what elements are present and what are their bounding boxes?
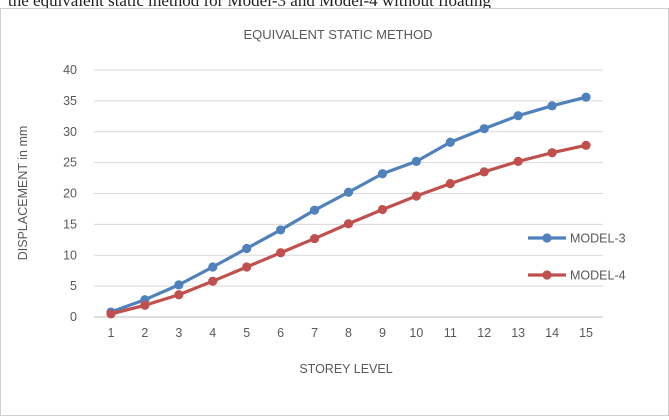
line-chart: EQUIVALENT STATIC METHOD 051015202530354… [16,27,626,376]
data-point-model-3 [445,137,455,147]
x-tick-label: 3 [175,326,182,340]
data-point-model-4 [242,262,252,272]
y-tick-label: 20 [63,187,77,201]
data-point-model-4 [411,191,421,201]
y-tick-label: 15 [63,217,77,231]
x-tick-label: 9 [379,326,386,340]
data-point-model-4 [581,140,591,150]
data-point-model-3 [581,92,591,102]
data-point-model-3 [547,101,557,111]
data-point-model-3 [479,124,489,134]
data-point-model-3 [377,169,388,179]
data-point-model-4 [309,233,320,244]
data-point-model-4 [547,148,557,158]
x-tick-labels: 1 2 3 4 5 6 7 8 9 10 11 12 13 14 15 [107,326,593,340]
data-point-model-3 [309,205,320,215]
gridlines [94,69,603,287]
legend-swatch-marker [542,270,552,280]
data-point-model-4 [174,290,184,300]
data-point-model-4 [513,156,523,166]
data-point-model-3 [513,111,523,121]
y-tick-label: 5 [70,279,77,293]
data-point-model-3 [411,156,421,166]
x-tick-label: 2 [141,326,148,340]
y-tick-label: 40 [63,63,77,77]
data-point-model-4 [479,167,489,177]
series-model-4 [106,140,591,319]
data-point-model-3 [242,243,252,254]
data-point-model-3 [174,280,184,290]
data-point-model-4 [140,300,150,310]
data-point-model-4 [377,204,388,215]
x-tick-label: 5 [243,326,250,340]
y-tick-label: 35 [63,94,77,108]
data-point-model-4 [343,219,354,229]
data-point-model-3 [343,187,354,197]
legend-swatch-marker [542,233,552,243]
data-point-model-3 [208,262,218,272]
legend: MODEL-3 MODEL-4 [528,232,626,283]
y-tick-label: 10 [63,248,77,262]
x-tick-label: 4 [209,326,216,340]
x-tick-label: 11 [444,326,457,340]
x-tick-label: 14 [545,326,559,340]
x-tick-label: 8 [345,326,352,340]
page-caption-strip: the equivalent static method for Model-3… [0,0,669,8]
series-model-3 [106,92,591,317]
series-layer [106,92,591,319]
y-axis-label: DISPLACEMENT in mm [16,126,30,261]
x-tick-label: 7 [311,326,318,340]
x-axis-label: STOREY LEVEL [299,362,392,376]
data-point-model-4 [445,179,455,189]
y-tick-label: 30 [63,125,77,139]
data-point-model-4 [276,248,286,258]
legend-label: MODEL-4 [570,269,626,283]
series-line-model-3 [110,95,587,314]
x-tick-label: 1 [107,326,114,340]
data-point-model-4 [208,276,218,286]
x-tick-label: 10 [409,326,423,340]
x-tick-label: 6 [277,326,284,340]
chart-frame: EQUIVALENT STATIC METHOD 0 5 10 15 20 25 30 35 4… [0,8,669,416]
page-caption: the equivalent static method for Model-3… [8,0,491,8]
legend-item-model-3: MODEL-3 [528,232,626,246]
legend-label: MODEL-3 [570,232,626,246]
x-tick-label: 13 [511,326,525,340]
data-point-model-4 [106,309,116,319]
y-tick-label: 25 [63,156,77,170]
y-tick-labels: 0 5 10 15 20 25 30 35 40 [63,63,77,324]
x-tick-label: 15 [579,326,593,340]
legend-item-model-4: MODEL-4 [528,269,626,283]
x-tick-label: 12 [477,326,491,340]
y-tick-label: 0 [70,310,77,324]
chart-title: EQUIVALENT STATIC METHOD [243,27,432,42]
data-point-model-3 [276,225,286,235]
series-line-model-4 [110,143,587,316]
